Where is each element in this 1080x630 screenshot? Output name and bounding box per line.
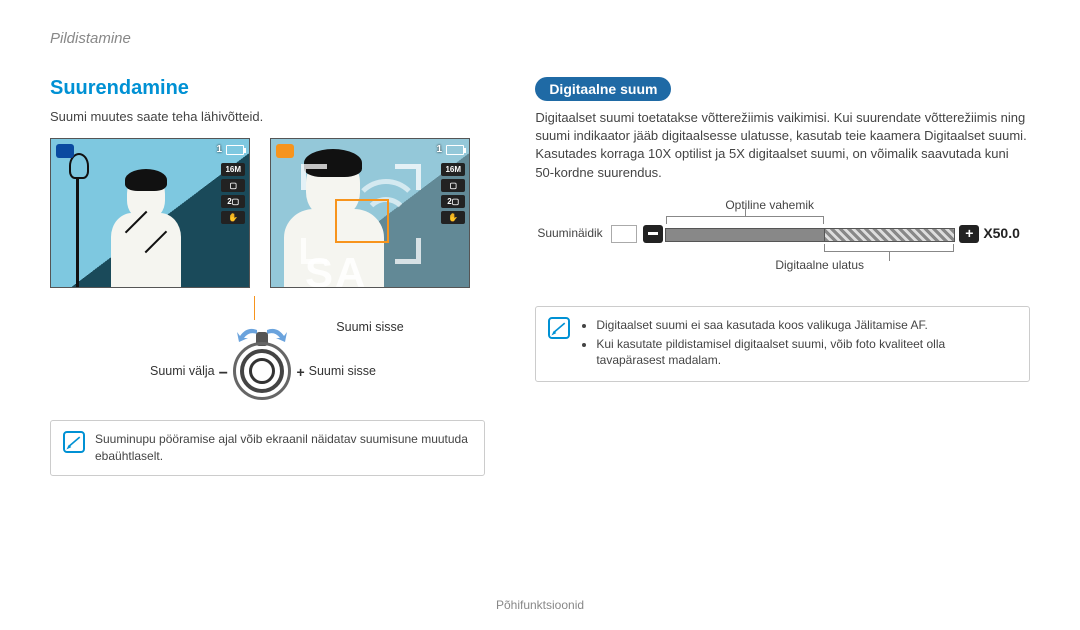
zoom-bar bbox=[665, 228, 955, 242]
page-footer: Põhifunktsioonid bbox=[0, 598, 1080, 612]
info-text: Digitaalset suumi ei saa kasutada koos v… bbox=[580, 317, 1017, 371]
optical-range-label: Optiline vahemik bbox=[725, 198, 814, 212]
left-column: Suurendamine Suumi muutes saate teha läh… bbox=[50, 77, 485, 476]
zoom-bar-digital bbox=[825, 228, 956, 242]
subsection-body: Digitaalset suumi toetatakse võtterežiim… bbox=[535, 109, 1030, 182]
page-header: Pildistamine bbox=[50, 30, 1030, 47]
osd-column: 16M ▢ 2▢ ✋ bbox=[441, 163, 465, 224]
zoom-indicator-box bbox=[611, 225, 637, 243]
note-icon bbox=[548, 317, 570, 339]
frame-number: 1 bbox=[216, 144, 222, 155]
osd-item: ✋ bbox=[441, 211, 465, 224]
osd-item: 2▢ bbox=[441, 195, 465, 208]
digital-range-label: Digitaalne ulatus bbox=[775, 258, 864, 272]
osd-item: ▢ bbox=[441, 179, 465, 192]
note-icon bbox=[63, 431, 85, 453]
osd-item: ▢ bbox=[221, 179, 245, 192]
zoom-indicator: Optiline vahemik Suuminäidik + X50.0 Dig… bbox=[535, 198, 1030, 288]
zoom-out-icon bbox=[643, 225, 663, 243]
right-column: Digitaalne suum Digitaalset suumi toetat… bbox=[535, 77, 1030, 476]
zoom-in-label: Suumi sisse bbox=[309, 364, 376, 378]
person-figure bbox=[101, 169, 191, 288]
zoom-highlight-box bbox=[335, 199, 389, 243]
lamp-icon bbox=[65, 153, 89, 283]
osd-item: 2▢ bbox=[221, 195, 245, 208]
optical-bracket bbox=[666, 216, 824, 224]
zoom-dial-icon: − + bbox=[233, 342, 291, 400]
section-title: Suurendamine bbox=[50, 77, 485, 100]
camera-screen-zoomed: SA 1 16M ▢ 2▢ ✋ bbox=[270, 138, 470, 288]
background-letters: SA bbox=[305, 258, 361, 287]
zoom-control-row: Suumi välja − + Suumi sisse bbox=[150, 342, 485, 400]
mode-icon bbox=[56, 144, 74, 158]
battery-icon bbox=[226, 145, 244, 155]
info-bullet: Digitaalset suumi ei saa kasutada koos v… bbox=[596, 317, 1017, 334]
zoom-indicator-label: Suuminäidik bbox=[537, 226, 602, 240]
info-text: Suuminupu pööramise ajal võib ekraanil n… bbox=[95, 431, 472, 465]
camera-screen-wide: 1 16M ▢ 2▢ ✋ bbox=[50, 138, 250, 288]
zoom-bar-optical bbox=[665, 228, 825, 242]
zoom-in-label: Suumi sisse bbox=[270, 320, 470, 334]
mode-icon bbox=[276, 144, 294, 158]
digital-bracket bbox=[824, 244, 954, 252]
osd-item: ✋ bbox=[221, 211, 245, 224]
section-lead: Suumi muutes saate teha lähivõtteid. bbox=[50, 108, 485, 126]
osd-item: 16M bbox=[221, 163, 245, 176]
info-box: Digitaalset suumi ei saa kasutada koos v… bbox=[535, 306, 1030, 382]
zoom-in-callout: Suumi sisse bbox=[270, 296, 470, 334]
osd-top: 1 bbox=[216, 144, 244, 155]
osd-top: 1 bbox=[436, 144, 464, 155]
zoom-out-label: Suumi välja bbox=[150, 364, 215, 378]
plus-icon: + bbox=[296, 364, 304, 380]
subsection-pill: Digitaalne suum bbox=[535, 77, 671, 101]
frame-number: 1 bbox=[436, 144, 442, 155]
zoom-in-icon: + bbox=[959, 225, 979, 243]
info-box: Suuminupu pööramise ajal võib ekraanil n… bbox=[50, 420, 485, 476]
screens-row: 1 16M ▢ 2▢ ✋ bbox=[50, 138, 485, 288]
battery-icon bbox=[446, 145, 464, 155]
content: Suurendamine Suumi muutes saate teha läh… bbox=[50, 77, 1030, 476]
osd-item: 16M bbox=[441, 163, 465, 176]
minus-icon: − bbox=[219, 365, 228, 383]
osd-column: 16M ▢ 2▢ ✋ bbox=[221, 163, 245, 224]
info-bullet: Kui kasutate pildistamisel digitaalset s… bbox=[596, 336, 1017, 370]
zoom-max-value: X50.0 bbox=[983, 225, 1020, 241]
